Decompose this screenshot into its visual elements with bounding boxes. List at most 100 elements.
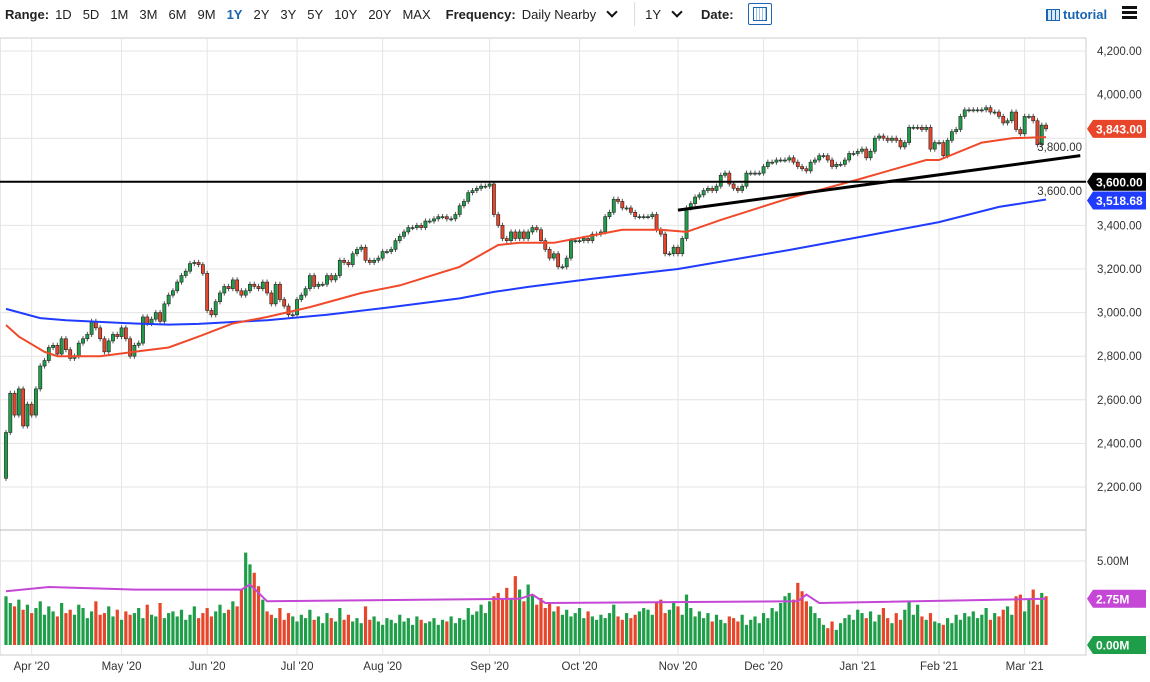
volume-bar bbox=[34, 608, 38, 645]
range-3y[interactable]: 3Y bbox=[280, 6, 297, 22]
volume-bar bbox=[710, 621, 714, 645]
tutorial-link[interactable]: tutorial bbox=[1046, 7, 1107, 22]
range-1y[interactable]: 1Y bbox=[226, 6, 243, 22]
volume-bar bbox=[128, 614, 132, 645]
film-icon bbox=[1046, 8, 1060, 21]
candle-body bbox=[864, 148, 869, 159]
volume-bar bbox=[415, 616, 419, 645]
range-2y[interactable]: 2Y bbox=[253, 6, 270, 22]
candle-body bbox=[855, 150, 860, 154]
moving-average-red-line bbox=[5, 136, 1047, 358]
candle-body bbox=[269, 292, 274, 305]
range-6m[interactable]: 6M bbox=[168, 6, 187, 22]
volume-bar bbox=[261, 599, 265, 645]
volume-bar bbox=[513, 576, 517, 645]
price-tick-label: 3,000.00 bbox=[1097, 308, 1142, 320]
candle-body bbox=[748, 172, 753, 175]
volume-bar bbox=[115, 609, 119, 645]
candle-body bbox=[329, 275, 334, 281]
x-tick-label: Aug '20 bbox=[363, 661, 402, 673]
volume-bar bbox=[432, 618, 436, 645]
candle-body bbox=[847, 153, 852, 161]
volume-bar bbox=[997, 616, 1001, 645]
volume-bar bbox=[445, 621, 449, 645]
volume-bar bbox=[492, 596, 496, 645]
volume-bar bbox=[612, 604, 616, 645]
range-5d[interactable]: 5D bbox=[82, 6, 100, 22]
candle-body bbox=[286, 305, 291, 316]
volume-zero-tag: 0.00M bbox=[1096, 639, 1129, 653]
candle-body bbox=[406, 227, 411, 233]
volume-bar bbox=[137, 608, 141, 645]
range-1d[interactable]: 1D bbox=[55, 6, 72, 22]
period-dropdown[interactable]: 1Y bbox=[645, 6, 689, 22]
candle-body bbox=[872, 137, 877, 152]
volume-bar bbox=[145, 604, 149, 645]
volume-bar bbox=[372, 616, 376, 645]
candle-body bbox=[213, 301, 218, 316]
volume-bar bbox=[689, 608, 693, 645]
volume-bar bbox=[94, 601, 98, 645]
frequency-dropdown[interactable]: Daily Nearby bbox=[522, 6, 624, 22]
candle-body bbox=[483, 185, 488, 188]
range-5y[interactable]: 5Y bbox=[307, 6, 324, 22]
x-tick-label: Oct '20 bbox=[561, 661, 597, 673]
candle-body bbox=[59, 338, 64, 355]
volume-bar bbox=[329, 618, 333, 645]
candle-body bbox=[359, 246, 364, 250]
candle-body bbox=[988, 107, 993, 113]
date-picker-button[interactable] bbox=[747, 3, 772, 25]
candle-body bbox=[230, 279, 235, 289]
volume-average-tag: 2.75M bbox=[1096, 592, 1129, 606]
candle-body bbox=[350, 253, 355, 265]
volume-bar bbox=[830, 621, 834, 645]
volume-bar bbox=[586, 611, 590, 645]
volume-bar bbox=[398, 614, 402, 645]
candle-body bbox=[680, 238, 685, 255]
range-3m[interactable]: 3M bbox=[139, 6, 158, 22]
candle-body bbox=[34, 388, 38, 416]
range-1m[interactable]: 1M bbox=[110, 6, 129, 22]
volume-bar bbox=[1005, 606, 1010, 645]
x-tick-label: Feb '21 bbox=[920, 661, 958, 673]
candle-body bbox=[42, 360, 47, 367]
range-buttons: 1D 5D 1M 3M 6M 9M 1Y 2Y 3Y 5Y 10Y 20Y MAX bbox=[55, 7, 442, 22]
price-tick-label: 2,200.00 bbox=[1097, 482, 1142, 494]
volume-bar bbox=[633, 614, 637, 645]
candle-body bbox=[393, 240, 398, 250]
candle-body bbox=[603, 216, 608, 233]
candle-body bbox=[902, 142, 907, 148]
volume-bar bbox=[569, 616, 573, 645]
volume-bar bbox=[736, 621, 740, 645]
candle-body bbox=[633, 212, 638, 217]
volume-bar bbox=[590, 616, 594, 645]
candle-body bbox=[774, 159, 779, 163]
candle-body bbox=[136, 342, 141, 346]
candle-body bbox=[1039, 124, 1044, 146]
volume-bar bbox=[680, 614, 684, 645]
candle-body bbox=[504, 238, 509, 241]
candle-body bbox=[492, 183, 496, 215]
candle-body bbox=[513, 231, 518, 239]
candle-body bbox=[577, 240, 582, 242]
candle-body bbox=[307, 275, 312, 289]
range-max[interactable]: MAX bbox=[402, 6, 431, 22]
range-10y[interactable]: 10Y bbox=[334, 6, 358, 22]
volume-bar bbox=[886, 618, 890, 645]
candle-body bbox=[162, 303, 167, 322]
volume-bar bbox=[205, 608, 209, 645]
volume-bar bbox=[860, 613, 864, 645]
candle-body bbox=[697, 194, 702, 198]
last-price-tag-shape bbox=[1087, 119, 1146, 138]
volume-bar bbox=[667, 609, 671, 645]
candle-body bbox=[564, 257, 569, 268]
volume-bar bbox=[1027, 599, 1031, 645]
volume-bar bbox=[214, 611, 218, 645]
volume-bar bbox=[971, 611, 975, 645]
hamburger-menu-icon[interactable] bbox=[1122, 6, 1137, 19]
range-9m[interactable]: 9M bbox=[197, 6, 216, 22]
range-20y[interactable]: 20Y bbox=[368, 6, 392, 22]
candle-body bbox=[808, 161, 813, 172]
candle-body bbox=[907, 127, 911, 143]
